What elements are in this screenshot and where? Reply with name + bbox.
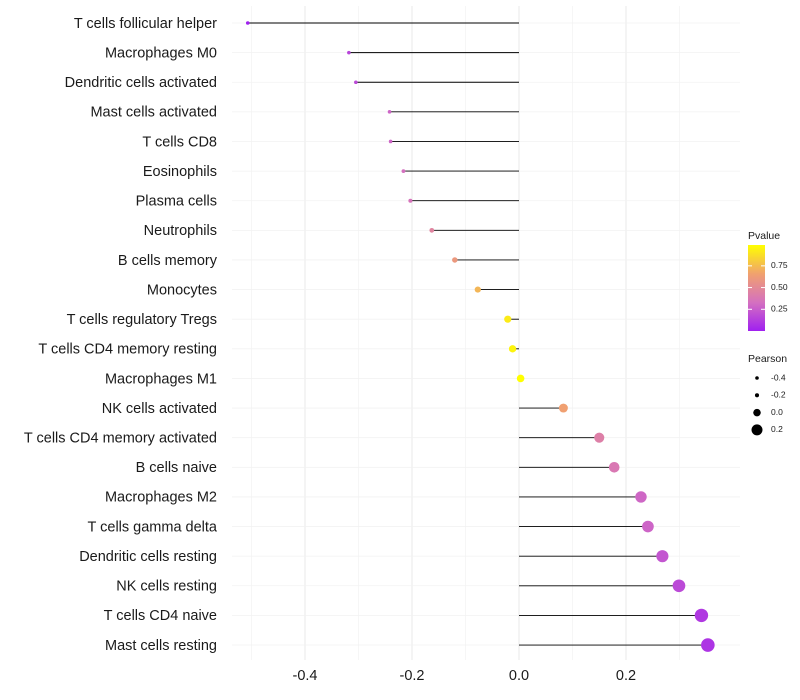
lollipop-point xyxy=(656,550,669,563)
lollipop-point xyxy=(429,227,435,233)
lollipop-point xyxy=(672,579,686,593)
lollipop-point xyxy=(387,110,392,114)
x-tick-label: -0.4 xyxy=(293,668,318,684)
pearson-legend-dot xyxy=(753,408,761,417)
lollipop-point xyxy=(474,286,481,293)
category-label: T cells regulatory Tregs xyxy=(67,312,217,328)
category-label: T cells CD4 naive xyxy=(104,608,217,624)
x-tick-label: 0.2 xyxy=(616,668,636,684)
category-label: Dendritic cells activated xyxy=(65,75,217,91)
lollipop-point xyxy=(635,491,647,503)
pearson-legend-dot xyxy=(751,424,763,436)
lollipop-point xyxy=(694,608,709,623)
pvalue-colorbar xyxy=(748,245,765,331)
lollipop-point xyxy=(401,169,406,174)
lollipop-point xyxy=(388,139,393,144)
category-label: Dendritic cells resting xyxy=(79,549,217,565)
pearson-legend-label: 0.2 xyxy=(771,424,783,434)
category-label: T cells follicular helper xyxy=(74,16,217,32)
pearson-legend-dot xyxy=(755,376,759,380)
lollipop-point xyxy=(642,520,654,533)
points-layer xyxy=(245,21,715,652)
lollipop-point xyxy=(516,374,525,383)
category-label: Plasma cells xyxy=(136,194,217,210)
x-axis-ticks: -0.4 -0.2 0.0 0.2 xyxy=(293,668,637,684)
lollipop-point xyxy=(594,432,605,443)
lollipop-point xyxy=(452,257,458,263)
x-tick-label: -0.2 xyxy=(400,668,425,684)
lollipop-point xyxy=(608,462,620,473)
category-label: T cells CD4 memory activated xyxy=(24,431,217,447)
category-label: T cells CD8 xyxy=(142,134,217,150)
pvalue-legend-label: 0.25 xyxy=(771,304,788,314)
pearson-legend-dot xyxy=(754,393,760,398)
pearson-legend-label: -0.2 xyxy=(771,390,786,400)
lollipop-point xyxy=(504,315,512,323)
pvalue-legend-label: 0.50 xyxy=(771,282,788,292)
pvalue-legend-label: 0.75 xyxy=(771,260,788,270)
lollipop-point xyxy=(408,198,413,203)
category-label: T cells CD4 memory resting xyxy=(38,342,217,358)
lollipop-point xyxy=(245,21,250,25)
category-label: NK cells resting xyxy=(116,579,217,595)
category-label: Eosinophils xyxy=(143,164,217,180)
category-label: Mast cells activated xyxy=(90,105,217,121)
category-label: Macrophages M1 xyxy=(105,371,217,387)
category-label: Neutrophils xyxy=(144,223,217,239)
category-label: Macrophages M2 xyxy=(105,490,217,506)
category-label: Mast cells resting xyxy=(105,638,217,654)
stems-layer xyxy=(247,22,708,646)
lollipop-point xyxy=(558,403,568,413)
lollipop-point xyxy=(508,345,517,353)
category-label: T cells gamma delta xyxy=(88,519,218,535)
lollipop-point xyxy=(354,80,358,85)
category-label: NK cells activated xyxy=(102,401,217,417)
lollipop-point xyxy=(701,638,715,652)
x-tick-label: 0.0 xyxy=(509,668,529,684)
pvalue-legend-title: Pvalue xyxy=(748,230,780,242)
pearson-legend-title: Pearson xyxy=(748,353,787,365)
category-label: B cells memory xyxy=(118,253,218,269)
category-label: B cells naive xyxy=(136,460,217,476)
pvalue-legend: Pvalue 0.75 0.50 0.25 xyxy=(748,230,788,331)
pearson-legend-label: -0.4 xyxy=(771,372,786,382)
category-label: Monocytes xyxy=(147,282,217,298)
pearson-legend-label: 0.0 xyxy=(771,407,783,417)
pearson-legend: Pearson -0.4 -0.2 0.0 0.2 xyxy=(748,353,787,436)
lollipop-point xyxy=(347,50,351,55)
category-labels: T cells follicular helper Macrophages M0 D… xyxy=(24,16,218,654)
category-label: Macrophages M0 xyxy=(105,45,217,61)
